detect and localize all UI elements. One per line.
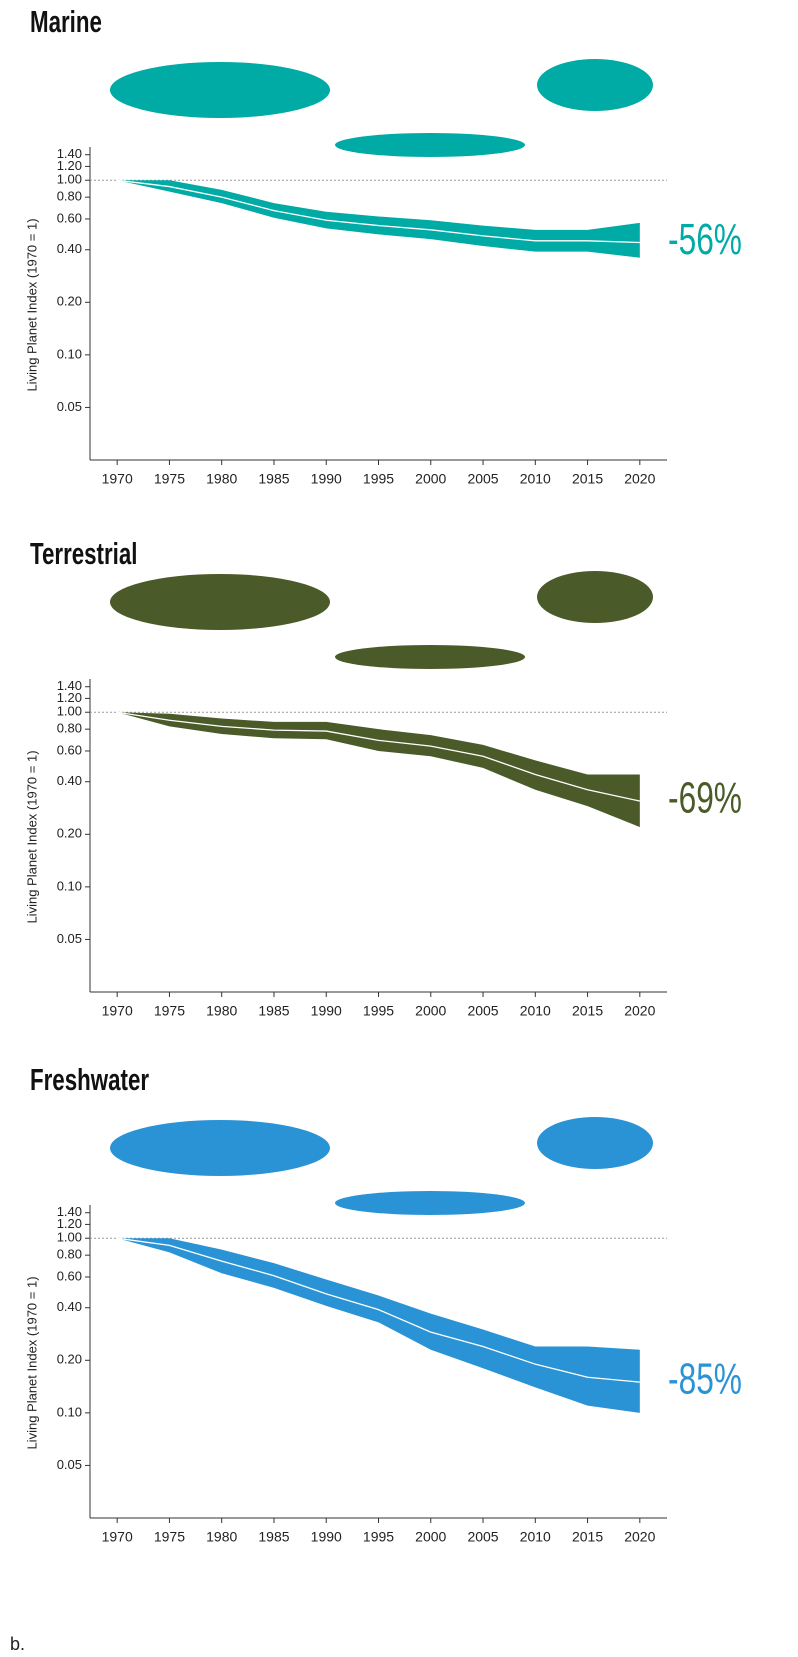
y-tick-label: 0.05: [57, 931, 82, 946]
x-tick-label: 2015: [572, 1003, 603, 1019]
y-tick-label: 0.80: [57, 1247, 82, 1262]
y-tick-label: 0.10: [57, 1404, 82, 1419]
x-tick-label: 2000: [415, 471, 446, 487]
animal-silhouette: [110, 574, 330, 630]
animal-silhouette: [537, 59, 653, 111]
index-line: [117, 1237, 640, 1383]
x-tick-label: 1970: [102, 471, 133, 487]
change-label: -56%: [668, 215, 742, 264]
y-axis-label: Living Planet Index (1970 = 1): [24, 1276, 39, 1449]
x-tick-label: 1990: [311, 1529, 342, 1545]
x-tick-label: 1970: [102, 1003, 133, 1019]
x-tick-label: 1995: [363, 471, 394, 487]
x-tick-label: 1975: [154, 471, 185, 487]
y-tick-label: 1.00: [57, 704, 82, 719]
y-tick-label: 0.20: [57, 1352, 82, 1367]
y-tick-label: 0.40: [57, 1299, 82, 1314]
animal-silhouette: [537, 1117, 653, 1169]
y-tick-label: 0.80: [57, 189, 82, 204]
chart-title: Terrestrial: [30, 537, 137, 571]
x-tick-label: 1985: [258, 1003, 289, 1019]
animal-silhouette: [335, 645, 525, 669]
y-tick-label: 1.40: [57, 146, 82, 161]
x-tick-label: 2010: [520, 471, 551, 487]
x-tick-label: 1995: [363, 1529, 394, 1545]
x-tick-label: 1970: [102, 1529, 133, 1545]
chart-title: Marine: [30, 5, 102, 39]
x-tick-label: 1980: [206, 1529, 237, 1545]
x-tick-label: 2005: [467, 471, 498, 487]
x-tick-label: 2010: [520, 1003, 551, 1019]
x-tick-label: 2005: [467, 1003, 498, 1019]
x-tick-label: 1995: [363, 1003, 394, 1019]
y-tick-label: 0.60: [57, 210, 82, 225]
y-tick-label: 0.40: [57, 773, 82, 788]
y-axis-label: Living Planet Index (1970 = 1): [24, 218, 39, 391]
y-tick-label: 0.80: [57, 721, 82, 736]
x-tick-label: 1980: [206, 471, 237, 487]
y-tick-label: 1.40: [57, 1204, 82, 1219]
x-tick-label: 2020: [624, 1003, 655, 1019]
y-tick-label: 0.20: [57, 826, 82, 841]
x-tick-label: 1985: [258, 471, 289, 487]
confidence-band: [117, 712, 640, 828]
y-tick-label: 1.00: [57, 172, 82, 187]
change-label: -69%: [668, 774, 742, 823]
animal-silhouette: [537, 571, 653, 623]
y-tick-label: 0.40: [57, 241, 82, 256]
index-line: [117, 179, 640, 244]
y-tick-label: 1.20: [57, 158, 82, 173]
x-tick-label: 2000: [415, 1529, 446, 1545]
y-tick-label: 1.20: [57, 690, 82, 705]
y-tick-label: 1.20: [57, 1216, 82, 1231]
x-tick-label: 2015: [572, 1529, 603, 1545]
y-tick-label: 0.60: [57, 1268, 82, 1283]
change-label: -85%: [668, 1355, 742, 1404]
y-tick-label: 1.00: [57, 1230, 82, 1245]
x-tick-label: 1985: [258, 1529, 289, 1545]
x-tick-label: 2000: [415, 1003, 446, 1019]
chart-panel: Freshwater 1.401.201.00 0.80 0.60 0.40 0.20 0.…: [24, 1063, 742, 1545]
x-tick-label: 1980: [206, 1003, 237, 1019]
x-tick-label: 2020: [624, 471, 655, 487]
index-line: [117, 711, 640, 802]
x-tick-label: 1990: [311, 471, 342, 487]
chart-panel: Terrestrial 1.401.201.00 0.80 0.60 0.40 0.20 0…: [24, 537, 742, 1019]
x-tick-label: 2005: [467, 1529, 498, 1545]
y-tick-label: 0.10: [57, 346, 82, 361]
y-tick-label: 0.05: [57, 1457, 82, 1472]
y-axis-label: Living Planet Index (1970 = 1): [24, 750, 39, 923]
animal-silhouette: [110, 62, 330, 118]
x-tick-label: 2010: [520, 1529, 551, 1545]
chart-title: Freshwater: [30, 1063, 149, 1097]
y-tick-label: 0.20: [57, 294, 82, 309]
x-tick-label: 1975: [154, 1529, 185, 1545]
x-tick-label: 2015: [572, 471, 603, 487]
y-tick-label: 0.05: [57, 399, 82, 414]
y-tick-label: 0.60: [57, 742, 82, 757]
confidence-band: [117, 1238, 640, 1413]
animal-silhouette: [335, 1191, 525, 1215]
y-tick-label: 0.10: [57, 878, 82, 893]
animal-silhouette: [335, 133, 525, 157]
y-tick-label: 1.40: [57, 678, 82, 693]
chart-panel: Marine 1.401.201.00 0.80 0.60 0.40 0.20 0.10 0.…: [24, 5, 742, 487]
x-tick-label: 1990: [311, 1003, 342, 1019]
animal-silhouette: [110, 1120, 330, 1176]
x-tick-label: 1975: [154, 1003, 185, 1019]
footnote: b.: [10, 1634, 25, 1654]
x-tick-label: 2020: [624, 1529, 655, 1545]
